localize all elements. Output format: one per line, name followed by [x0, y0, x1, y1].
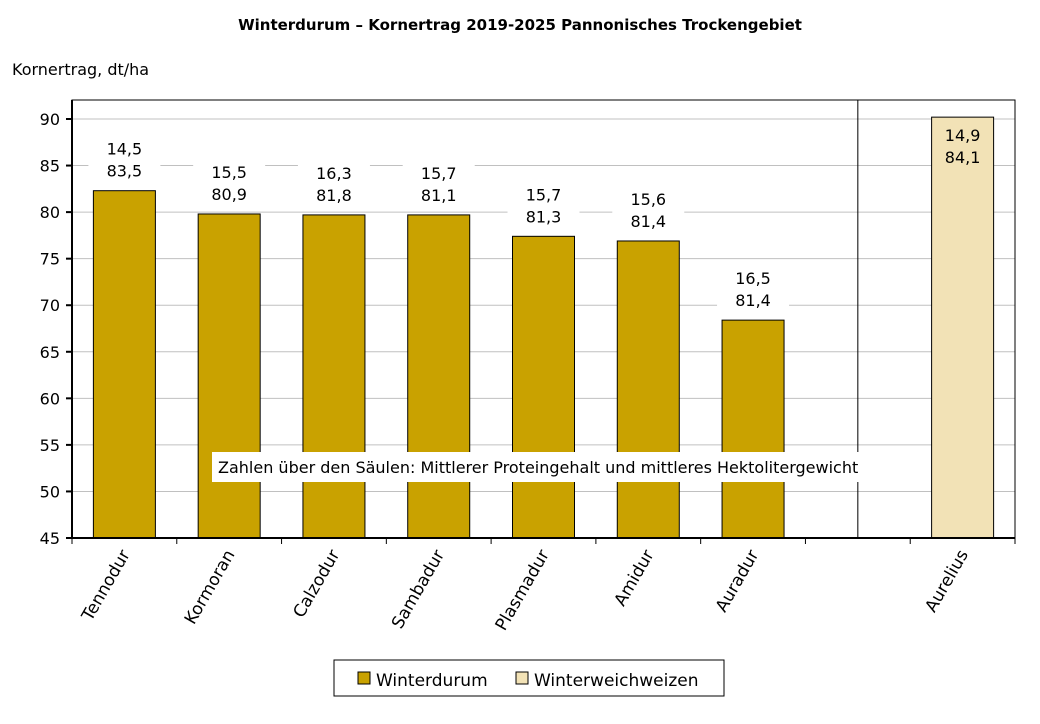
data-label-bg — [507, 182, 580, 233]
annotation: Zahlen über den Säulen: Mittlerer Protei… — [218, 458, 858, 477]
x-tick-label: Sambadur — [388, 547, 449, 633]
data-label-protein: 15,6 — [630, 190, 666, 209]
legend-swatch-winterdurum — [357, 671, 371, 685]
x-tick-label: Amidur — [611, 546, 659, 609]
data-label-bg — [193, 159, 266, 210]
data-label-protein: 16,3 — [316, 164, 352, 183]
legend-label-winterdurum: Winterdurum — [376, 671, 488, 691]
data-label-hectoliter: 80,9 — [211, 185, 247, 204]
y-tick-label: 45 — [40, 529, 60, 548]
y-tick-label: 80 — [40, 203, 60, 222]
bar-calzodur — [302, 214, 366, 539]
y-tick-label: 55 — [40, 436, 60, 455]
x-tick-label: Plasmadur — [492, 546, 554, 634]
chart-title: Winterdurum – Kornertrag 2019-2025 Panno… — [238, 16, 802, 34]
data-label-bg — [402, 160, 475, 211]
data-label-hectoliter: 81,4 — [630, 212, 666, 231]
y-tick-label: 85 — [40, 157, 60, 176]
data-label-protein: 15,7 — [526, 185, 562, 204]
bar-aurelius — [931, 116, 995, 539]
x-tick-label: Tennodur — [78, 546, 135, 625]
annotation-box — [212, 452, 874, 482]
data-label-hectoliter: 81,4 — [735, 291, 771, 310]
y-tick-label: 50 — [40, 482, 60, 501]
bar-kormoran — [197, 213, 261, 539]
bar-tennodur — [92, 190, 156, 539]
data-label-bg — [88, 136, 161, 187]
legend-swatch-winterweichweizen — [515, 671, 529, 685]
data-label-bg — [612, 186, 685, 237]
y-tick-label: 75 — [40, 250, 60, 269]
data-label-hectoliter: 84,1 — [945, 148, 981, 167]
data-label-bg — [717, 266, 790, 317]
data-label-protein: 16,5 — [735, 269, 771, 288]
x-tick-label: Auradur — [712, 546, 764, 615]
x-tick-label: Calzodur — [290, 546, 345, 621]
bar-plasmadur — [512, 235, 575, 539]
legend: Winterdurum Winterweichweizen — [333, 659, 725, 697]
legend-label-winterweichweizen: Winterweichweizen — [534, 671, 699, 691]
data-label-hectoliter: 81,8 — [316, 186, 352, 205]
data-label-protein: 14,5 — [107, 140, 143, 159]
bar-auradur — [721, 319, 785, 539]
bar-sambadur — [407, 214, 471, 539]
y-tick-label: 65 — [40, 343, 60, 362]
data-label-bg — [297, 160, 370, 211]
x-tick-label: Kormoran — [181, 547, 240, 628]
x-tick-label: Aurelius — [921, 546, 973, 615]
y-axis-label: Kornertrag, dt/ha — [12, 60, 149, 79]
data-label-hectoliter: 81,1 — [421, 186, 457, 205]
data-label-protein: 14,9 — [945, 126, 981, 145]
data-label-hectoliter: 83,5 — [107, 162, 143, 181]
data-label-hectoliter: 81,3 — [526, 207, 562, 226]
y-tick-label: 70 — [40, 296, 60, 315]
y-tick-label: 90 — [40, 110, 60, 129]
y-tick-label: 60 — [40, 389, 60, 408]
data-label-protein: 15,5 — [211, 163, 247, 182]
data-label-protein: 15,7 — [421, 164, 457, 183]
bar-amidur — [616, 240, 680, 539]
